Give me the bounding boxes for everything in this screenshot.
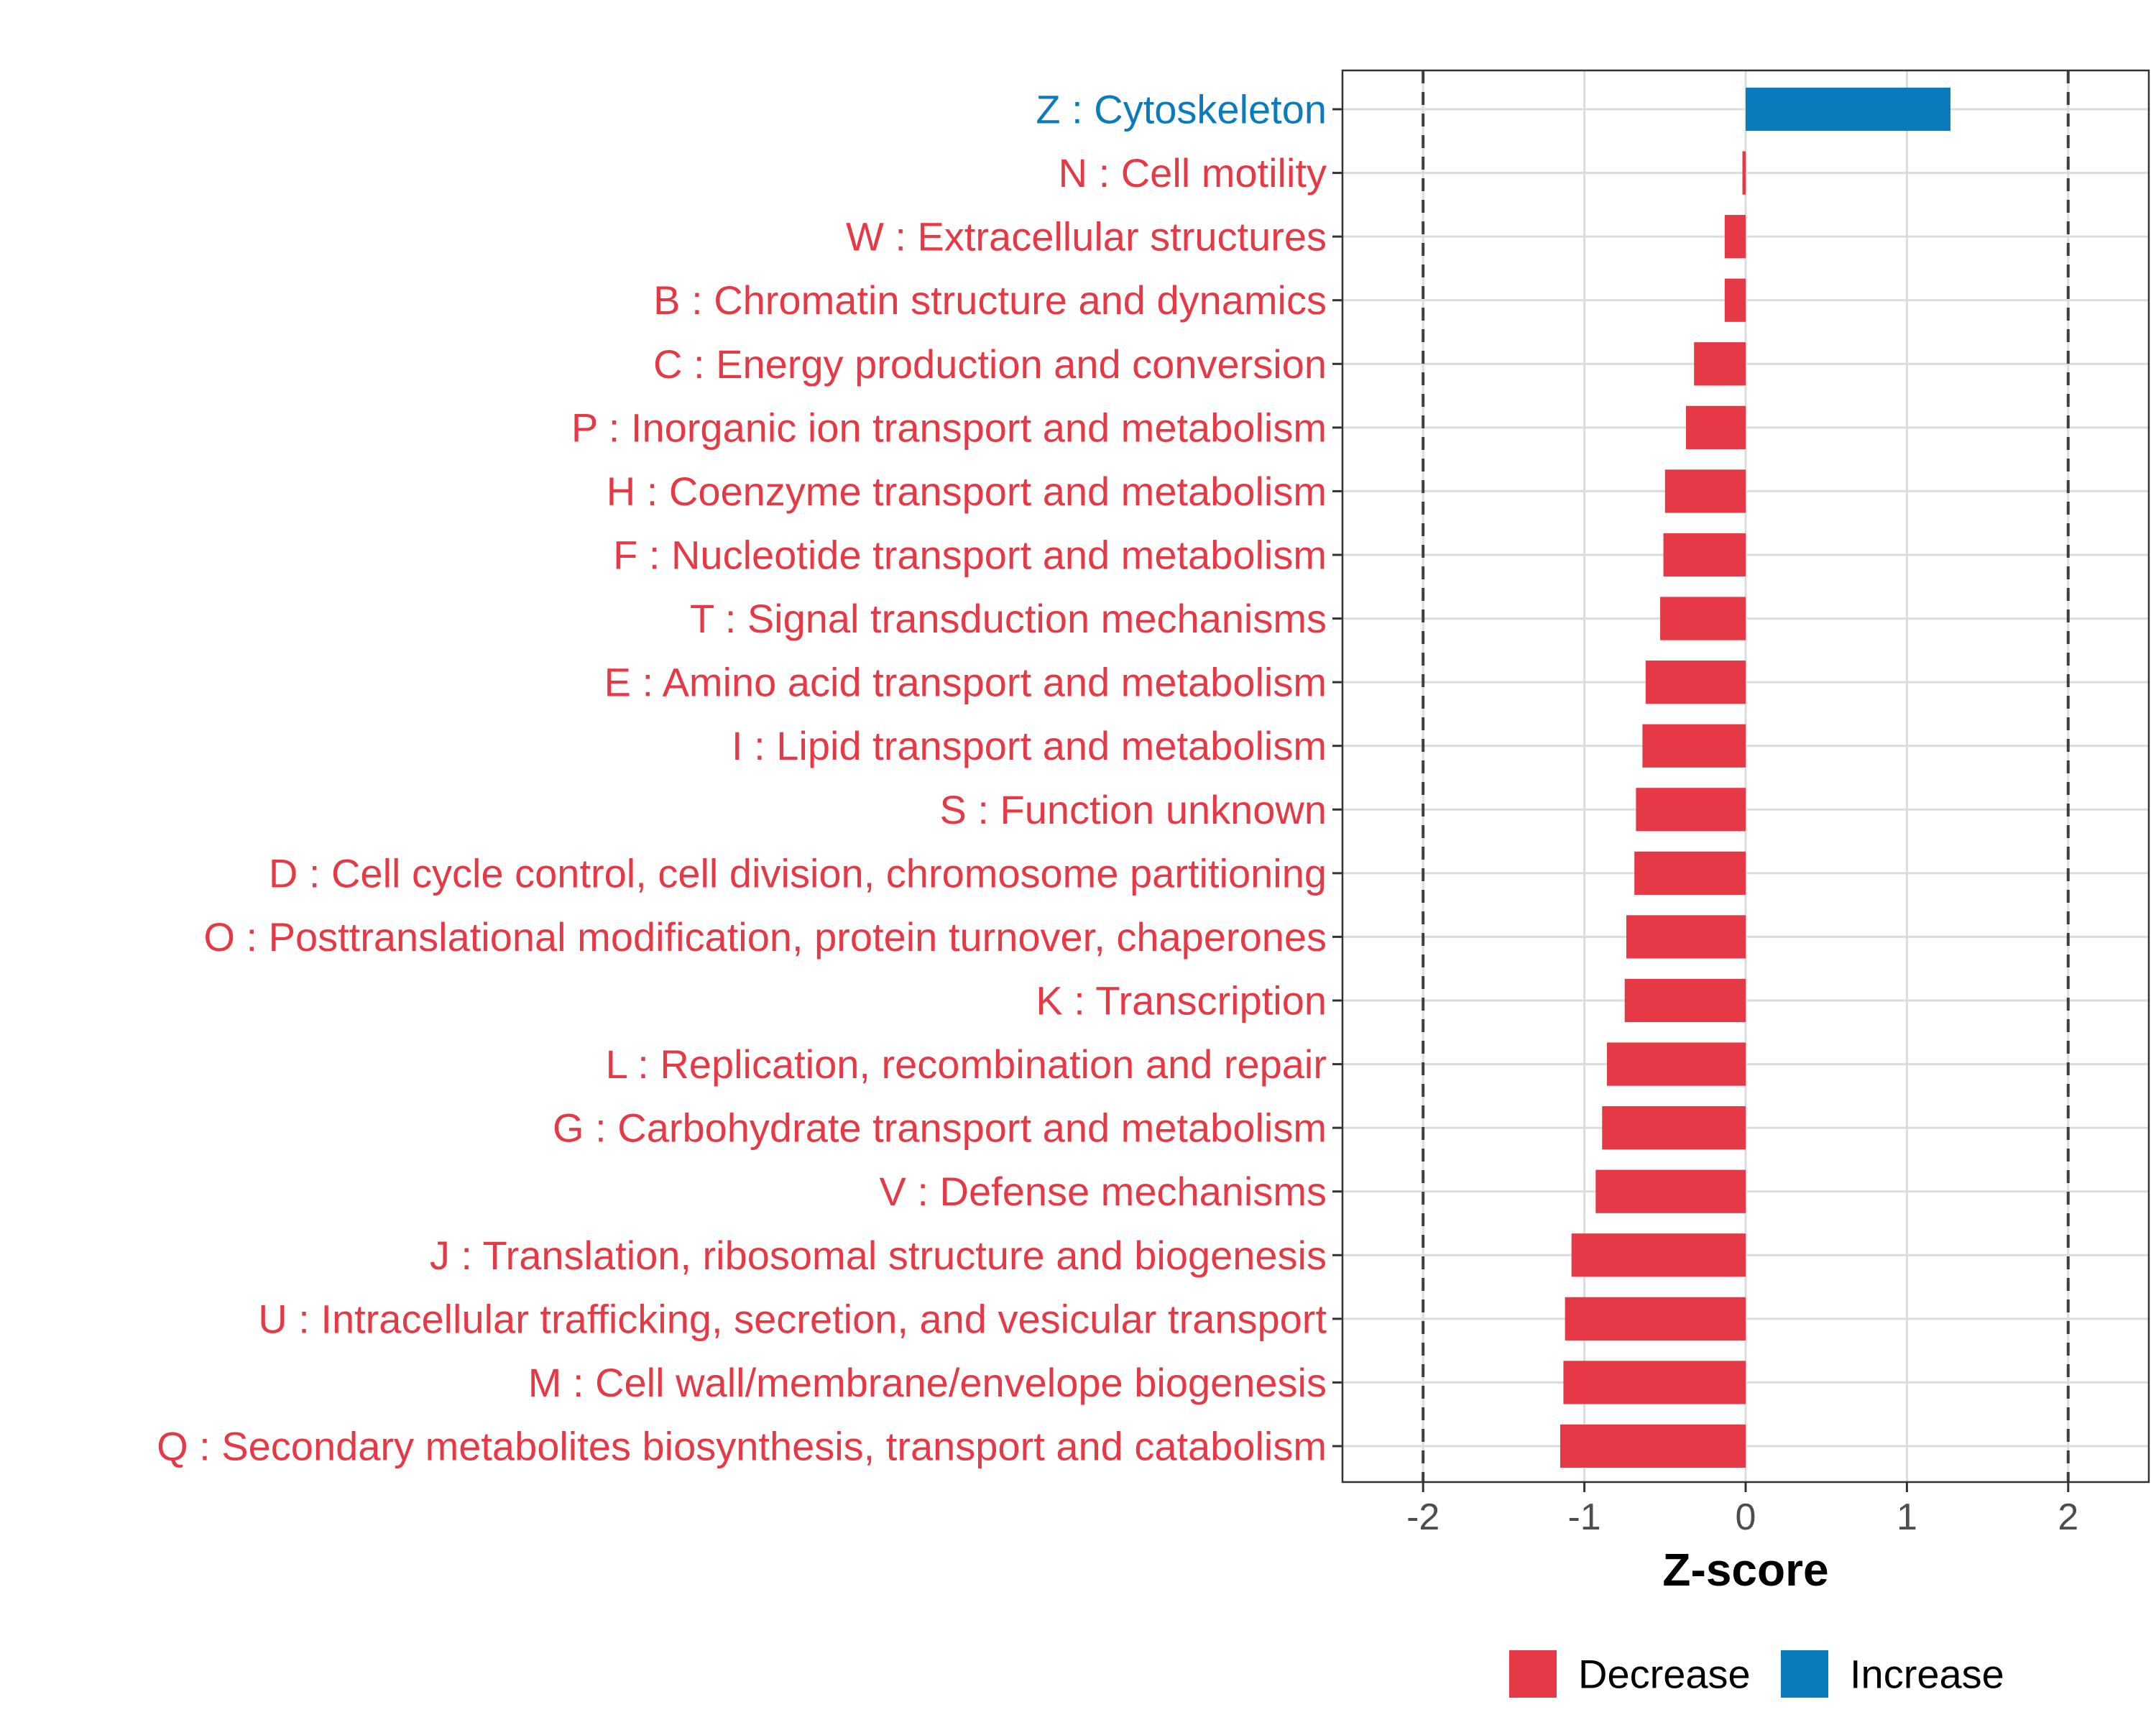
bar-decrease bbox=[1565, 1297, 1746, 1340]
legend-key-increase bbox=[1781, 1650, 1828, 1698]
category-label: W : Extracellular structures bbox=[846, 214, 1327, 259]
category-label: P : Inorganic ion transport and metaboli… bbox=[571, 405, 1327, 450]
bar-decrease bbox=[1560, 1424, 1746, 1468]
category-label: Z : Cytoskeleton bbox=[1036, 87, 1327, 132]
category-label: G : Carbohydrate transport and metabolis… bbox=[553, 1105, 1327, 1151]
category-label: S : Function unknown bbox=[939, 787, 1327, 832]
y-axis: Z : Cytoskeleton N : Cell motility W : Ext… bbox=[157, 87, 1342, 1469]
x-tick-label: 1 bbox=[1897, 1496, 1917, 1538]
bar-decrease bbox=[1607, 1042, 1746, 1086]
x-axis: -2 -1 0 1 2 bbox=[1406, 1482, 2078, 1538]
category-label: V : Defense mechanisms bbox=[880, 1169, 1327, 1214]
bar-decrease bbox=[1694, 342, 1746, 386]
category-label: E : Amino acid transport and metabolism bbox=[604, 660, 1327, 705]
bar-decrease bbox=[1742, 151, 1746, 195]
x-axis-title: Z-score bbox=[1662, 1544, 1828, 1596]
category-label: N : Cell motility bbox=[1059, 150, 1327, 196]
bar-decrease bbox=[1634, 851, 1746, 895]
category-label: B : Chromatin structure and dynamics bbox=[653, 277, 1327, 323]
bar-decrease bbox=[1642, 724, 1746, 768]
category-label: F : Nucleotide transport and metabolism bbox=[613, 533, 1327, 578]
bar-decrease bbox=[1645, 661, 1746, 704]
bar-decrease bbox=[1624, 978, 1746, 1023]
legend-key-decrease bbox=[1509, 1650, 1557, 1698]
bar-decrease bbox=[1602, 1106, 1746, 1150]
category-label: D : Cell cycle control, cell division, c… bbox=[269, 850, 1327, 896]
x-tick-label: -2 bbox=[1406, 1496, 1439, 1538]
bar-decrease bbox=[1663, 533, 1746, 577]
category-label: K : Transcription bbox=[1036, 978, 1327, 1024]
category-label: J : Translation, ribosomal structure and… bbox=[430, 1233, 1327, 1278]
reference-lines bbox=[1422, 70, 2070, 1482]
bar-decrease bbox=[1563, 1361, 1746, 1404]
bar-decrease bbox=[1685, 405, 1746, 449]
category-label: U : Intracellular trafficking, secretion… bbox=[258, 1296, 1327, 1341]
x-tick-label: 2 bbox=[2058, 1496, 2078, 1538]
category-label: O : Posttranslational modification, prot… bbox=[203, 914, 1327, 960]
legend-label-decrease: Decrease bbox=[1578, 1652, 1751, 1697]
bar-decrease bbox=[1724, 278, 1746, 322]
bar-decrease bbox=[1595, 1169, 1746, 1213]
bar-increase bbox=[1746, 87, 1950, 132]
bar-layer bbox=[1560, 87, 1950, 1468]
legend: Decrease Increase bbox=[1509, 1650, 2004, 1698]
category-label: C : Energy production and conversion bbox=[653, 341, 1327, 387]
x-tick-label: -1 bbox=[1567, 1496, 1600, 1538]
bar-decrease bbox=[1664, 469, 1746, 513]
bar-decrease bbox=[1626, 915, 1746, 959]
category-label: L : Replication, recombination and repai… bbox=[606, 1041, 1327, 1087]
legend-label-increase: Increase bbox=[1850, 1652, 2004, 1697]
bar-decrease bbox=[1660, 597, 1746, 640]
category-label: T : Signal transduction mechanisms bbox=[690, 596, 1327, 641]
category-label: M : Cell wall/membrane/envelope biogenes… bbox=[528, 1360, 1327, 1405]
category-label: H : Coenzyme transport and metabolism bbox=[607, 469, 1327, 514]
bar-decrease bbox=[1636, 788, 1746, 832]
bar-decrease bbox=[1571, 1233, 1746, 1277]
x-tick-label: 0 bbox=[1736, 1496, 1756, 1538]
category-label: Q : Secondary metabolites biosynthesis, … bbox=[157, 1424, 1327, 1469]
category-label: I : Lipid transport and metabolism bbox=[732, 723, 1327, 768]
bar-decrease bbox=[1724, 215, 1746, 259]
